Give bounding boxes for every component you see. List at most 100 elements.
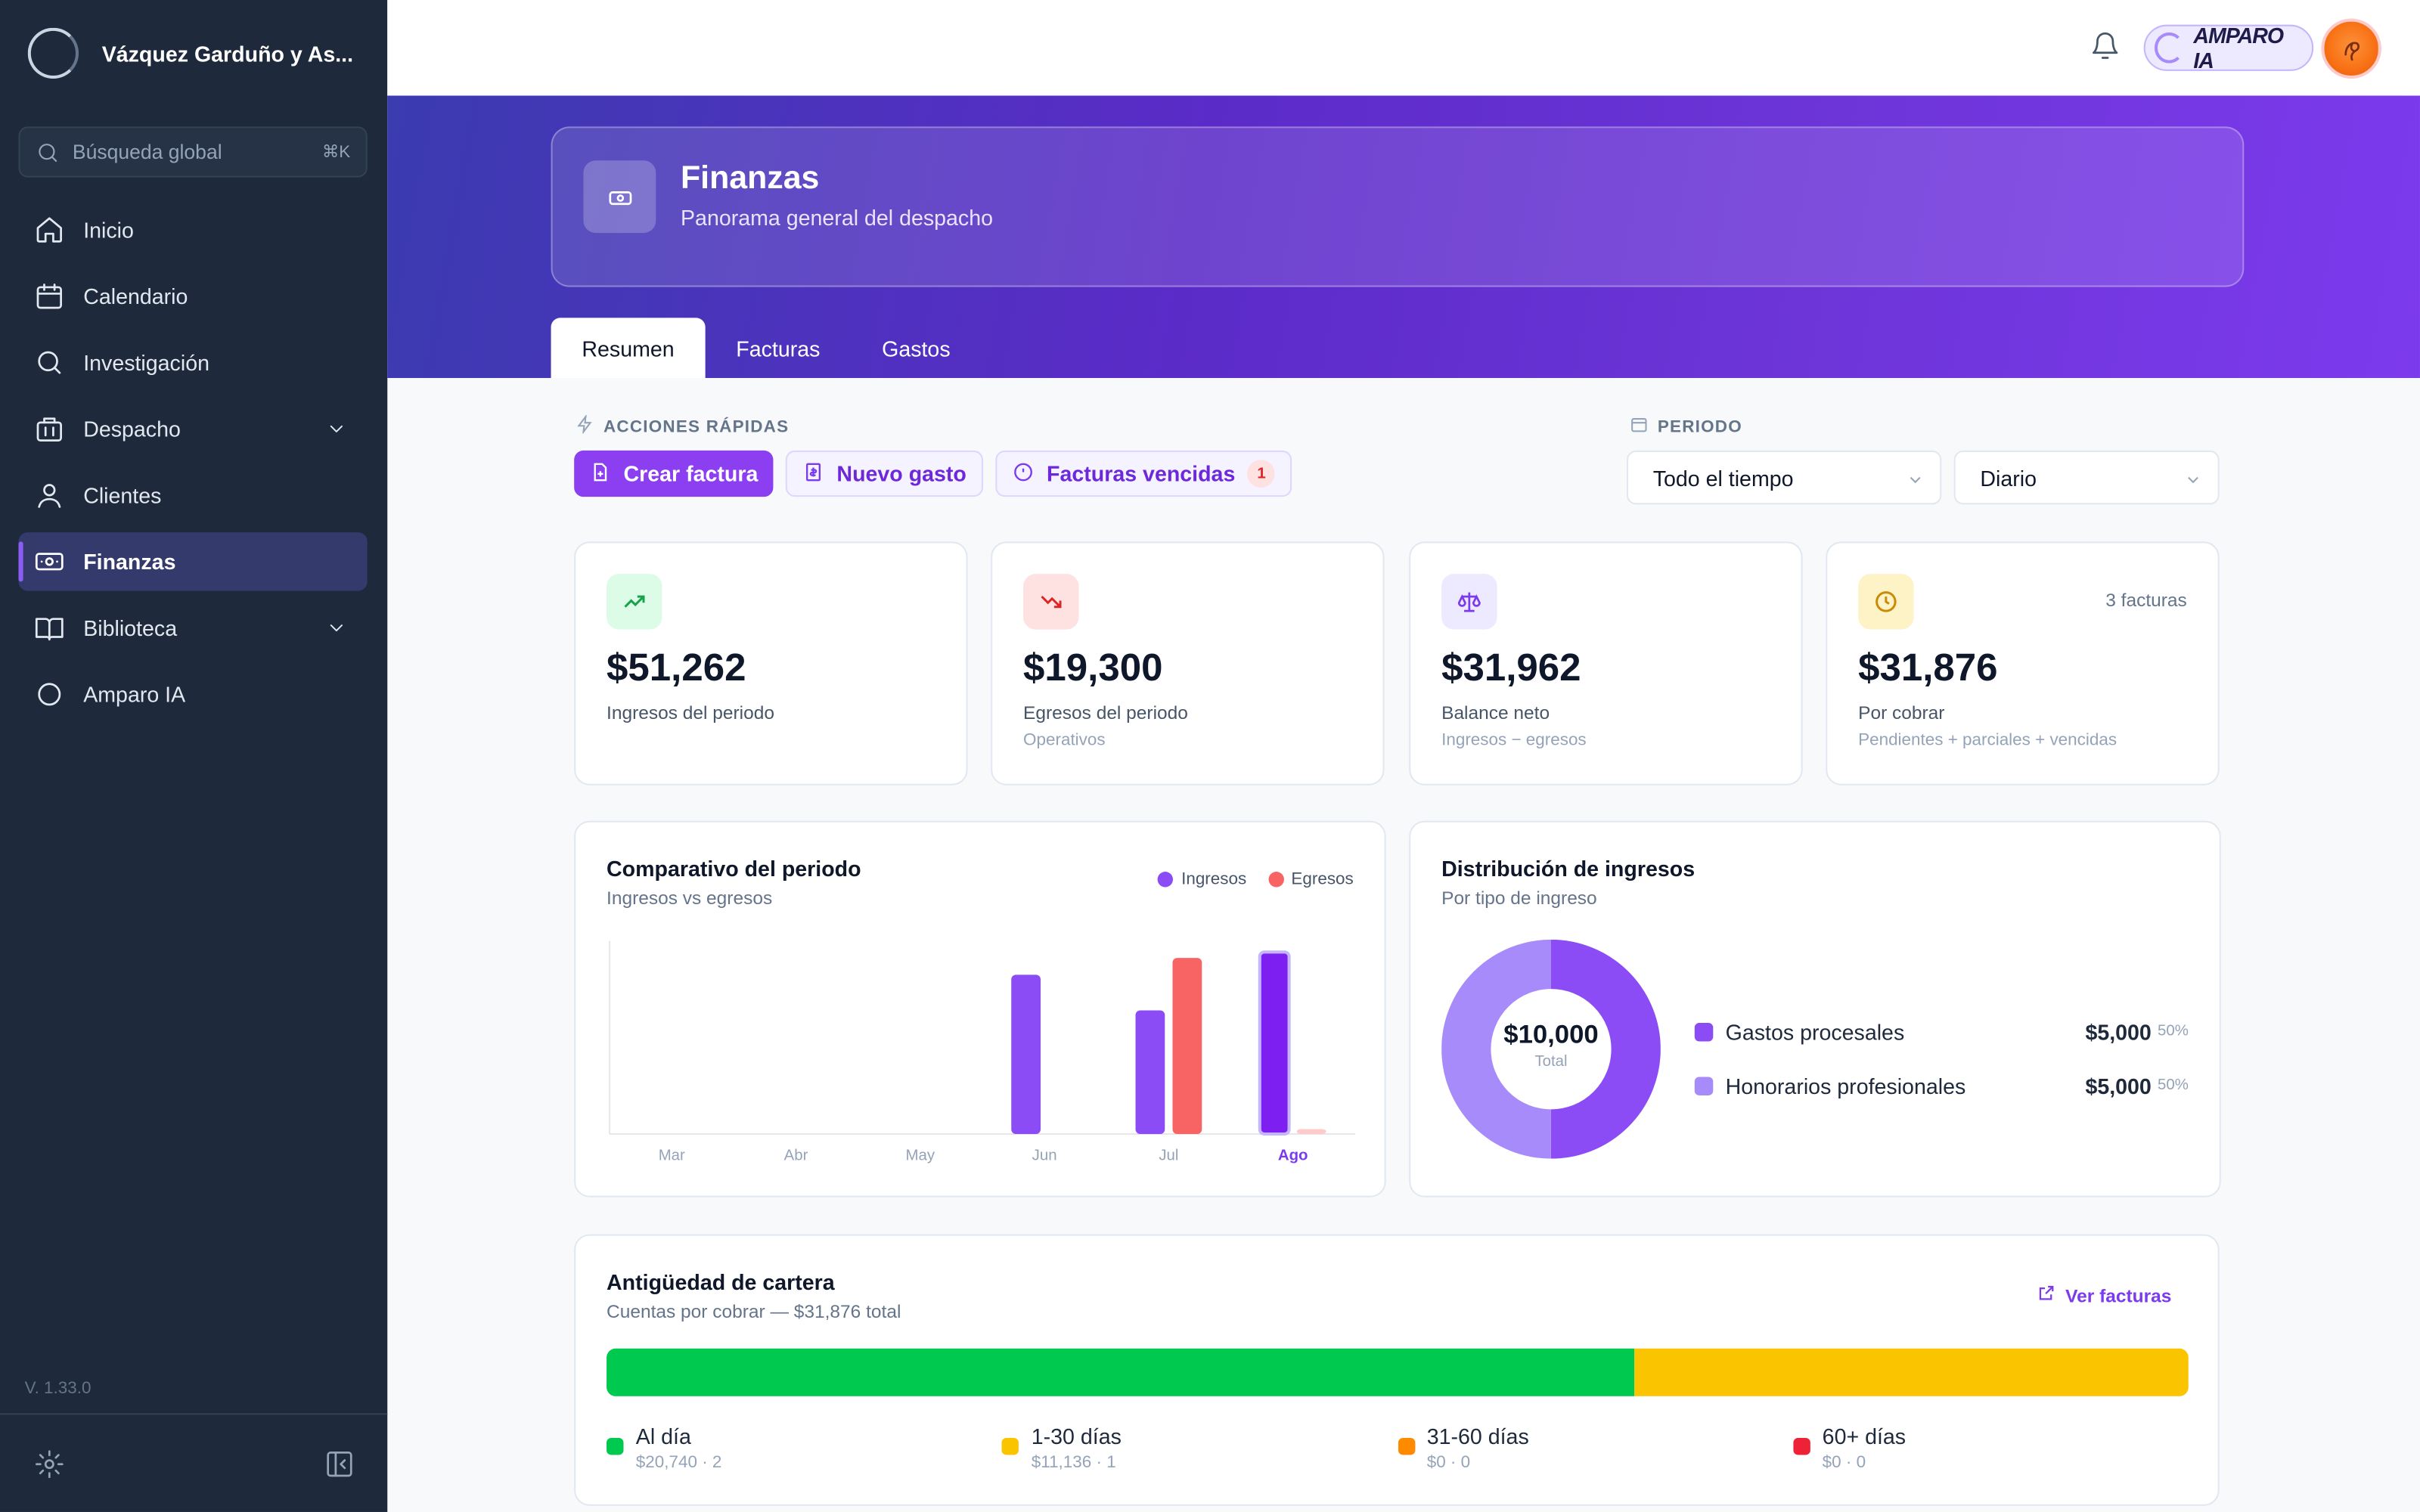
granularity-select[interactable]: Diario [1953,450,2220,505]
global-search[interactable]: Búsqueda global ⌘K [18,126,368,178]
period-label: PERIODO [1630,415,1742,438]
view-invoices-link[interactable]: Ver facturas [2037,1284,2171,1307]
legend-swatch [607,1438,624,1455]
sidebar-item-label: Amparo IA [83,682,186,707]
search-icon [34,347,65,378]
legend-item-ingresos: Ingresos [1158,870,1246,889]
legend-swatch [1792,1438,1810,1455]
create-invoice-button[interactable]: Crear factura [574,450,774,497]
distribution-panel: Distribución de ingresos Por tipo de ing… [1409,820,2221,1198]
file-plus-icon [590,460,612,487]
sidebar-item-label: Biblioteca [83,615,178,640]
page-header: Finanzas Panorama general del despacho R… [387,95,2420,378]
sidebar-item-investigacion[interactable]: Investigación [18,333,367,392]
home-icon [34,215,65,246]
tab-gastos[interactable]: Gastos [882,335,951,361]
kpi-label: Ingresos del periodo [607,702,774,724]
sidebar-item-biblioteca[interactable]: Biblioteca [18,599,367,658]
panel-subtitle: Cuentas por cobrar — $31,876 total [607,1300,901,1322]
user-icon [34,480,65,511]
chevron-down-icon [2184,469,2202,494]
legend-swatch [1694,1076,1714,1095]
page-subtitle: Panorama general del despacho [680,205,993,231]
avatar-icon [2336,33,2367,64]
chevron-down-icon [1906,469,1924,494]
sidebar-item-label: Investigación [83,350,209,375]
bar-egresos-ago[interactable] [1296,1129,1326,1134]
banknote-icon [34,546,65,577]
kpi-sub: Ingresos − egresos [1441,731,1587,750]
sidebar-item-inicio[interactable]: Inicio [18,200,367,259]
overdue-count-badge: 1 [1247,460,1276,488]
tab-resumen[interactable]: Resumen [551,318,706,378]
quick-actions-label: ACCIONES RÁPIDAS [576,414,789,438]
kpi-value: $31,962 [1441,646,1581,690]
lightning-icon [576,414,594,438]
chart-legend: Ingresos Egresos [1158,870,1354,889]
aging-bar [607,1348,2189,1396]
kpi-card-expenses: $19,300 Egresos del periodo Operativos [991,541,1385,785]
amparo-ring-icon [34,679,65,710]
avatar[interactable] [2321,18,2381,79]
aging-bucket-60-plus: 60+ días $0 · 0 [1792,1424,2189,1472]
aging-segment-1[interactable] [1634,1348,2189,1396]
sidebar-item-amparo-ia[interactable]: Amparo IA [18,665,367,724]
kpi-label: Por cobrar [1858,702,1945,724]
legend-swatch [1397,1438,1415,1455]
new-expense-button[interactable]: Nuevo gasto [786,450,984,497]
book-open-icon [34,612,65,643]
overdue-invoices-button[interactable]: Facturas vencidas 1 [995,450,1292,497]
tab-facturas[interactable]: Facturas [736,335,821,361]
sidebar-item-clientes[interactable]: Clientes [18,466,367,525]
period-range-select[interactable]: Todo el tiempo [1627,450,1942,505]
bell-icon[interactable] [2090,31,2121,62]
amparo-ring-icon [2154,32,2185,64]
org-switcher[interactable]: Vázquez Garduño y As... [27,27,353,79]
clock-icon [1858,574,1914,630]
trending-down-icon [1023,574,1079,630]
sidebar-item-calendario[interactable]: Calendario [18,267,367,326]
aging-bucket-31-60: 31-60 días $0 · 0 [1397,1424,1793,1472]
chevron-down-icon[interactable] [321,414,352,445]
sidebar-item-despacho[interactable]: Despacho [18,400,367,459]
bar-ingresos-jun[interactable] [1011,974,1041,1134]
comparison-panel: Comparativo del periodo Ingresos vs egre… [574,820,1386,1198]
panel-subtitle: Ingresos vs egresos [607,887,773,909]
donut-total-value: $10,000 [1503,1019,1599,1049]
bar-ingresos-ago[interactable] [1258,950,1291,1136]
chevron-down-icon[interactable] [321,612,352,643]
banknote-icon [583,160,656,234]
aging-segment-0[interactable] [607,1348,1635,1396]
external-link-icon [2037,1284,2055,1307]
legend-item-egresos: Egresos [1267,870,1354,889]
sidebar-collapse-icon[interactable] [324,1448,355,1479]
scale-icon [1441,574,1497,630]
alert-circle-icon [1013,460,1035,487]
list-item: Honorarios profesionales $5,000 50% [1694,1058,2189,1112]
receipt-icon [803,460,825,487]
search-shortcut: ⌘K [321,143,351,163]
bar-chart: Mar Abr May Jun Jul Ago [607,938,1355,1185]
kpi-card-receivables: 3 facturas $31,876 Por cobrar Pendientes… [1826,541,2220,785]
kpi-value: $19,300 [1023,646,1163,690]
sidebar-item-finanzas[interactable]: Finanzas [18,532,368,591]
app-version: V. 1.33.0 [24,1379,92,1398]
amparo-ia-button[interactable]: AMPARO IA [2143,23,2314,73]
kpi-label: Egresos del periodo [1023,702,1188,724]
distribution-list: Gastos procesales $5,000 50% Honorarios … [1694,1005,2189,1113]
bar-ingresos-jul[interactable] [1135,1010,1165,1134]
aging-bucket-1-30: 1-30 días $11,136 · 1 [1001,1424,1398,1472]
kpi-card-income: $51,262 Ingresos del periodo [574,541,968,785]
donut-total-label: Total [1534,1053,1568,1071]
donut-slice-1[interactable] [1441,939,1661,1159]
bar-egresos-jul[interactable] [1172,958,1202,1134]
sidebar-footer [0,1413,388,1512]
calendar-icon [1630,415,1648,438]
donut-chart-svg [1441,939,1661,1159]
gear-icon[interactable] [34,1448,65,1479]
kpi-sub: Operativos [1023,731,1106,750]
x-tick-label: Mar [659,1148,685,1164]
quick-actions: Crear factura Nuevo gasto Facturas venci… [574,450,1292,497]
sidebar-item-label: Inicio [83,217,134,243]
sidebar-item-label: Calendario [83,284,188,309]
